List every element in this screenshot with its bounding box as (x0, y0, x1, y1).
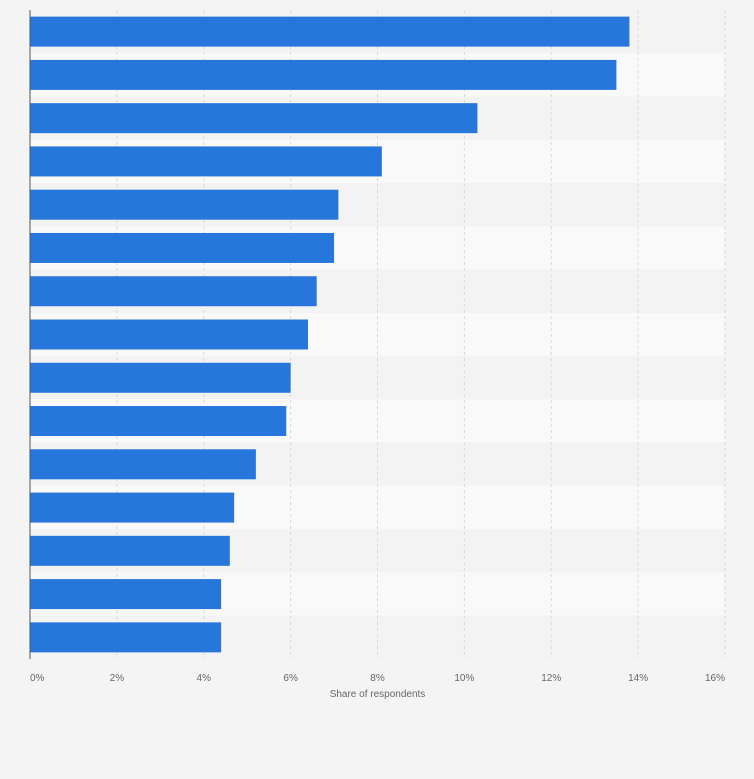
x-tick-label: 0% (30, 673, 45, 684)
x-tick-label: 12% (541, 673, 561, 684)
x-tick-label: 6% (283, 673, 298, 684)
x-tick-label: 8% (370, 673, 385, 684)
bar[interactable]: 5.2% (30, 449, 256, 480)
bar[interactable]: 7.1% (30, 189, 339, 220)
bar[interactable]: 13.5% (30, 59, 617, 90)
bar[interactable]: 4.6% (30, 535, 230, 566)
bar[interactable]: 6.6% (30, 276, 317, 307)
bar[interactable]: 4.4% (30, 579, 222, 610)
bar[interactable]: 6.4% (30, 319, 308, 350)
x-axis-title: Share of respondents (330, 689, 426, 700)
x-tick-label: 10% (454, 673, 474, 684)
bar[interactable]: 4.7% (30, 492, 235, 523)
bar[interactable]: 13.8% (30, 16, 630, 47)
bar[interactable]: 10.3% (30, 103, 478, 134)
x-axis-ticks: 0% 2% 4% 6% 8% 10% 12% 14% 16% (30, 673, 725, 684)
bar[interactable]: 5.9% (30, 406, 287, 437)
bar[interactable]: 4.4% (30, 622, 222, 653)
x-tick-label: 2% (110, 673, 125, 684)
x-tick-label: 4% (197, 673, 212, 684)
x-tick-label: 14% (628, 673, 648, 684)
bars-group: 13.8% 13.5% 10.3% 8.1% 7.1% 7% 6.6% 6.4% 6% 5.9% 5… (30, 16, 630, 653)
bar[interactable]: 6% (30, 362, 291, 393)
bar[interactable]: 8.1% (30, 146, 382, 177)
x-tick-label: 16% (705, 673, 725, 684)
bar[interactable]: 7% (30, 232, 335, 263)
